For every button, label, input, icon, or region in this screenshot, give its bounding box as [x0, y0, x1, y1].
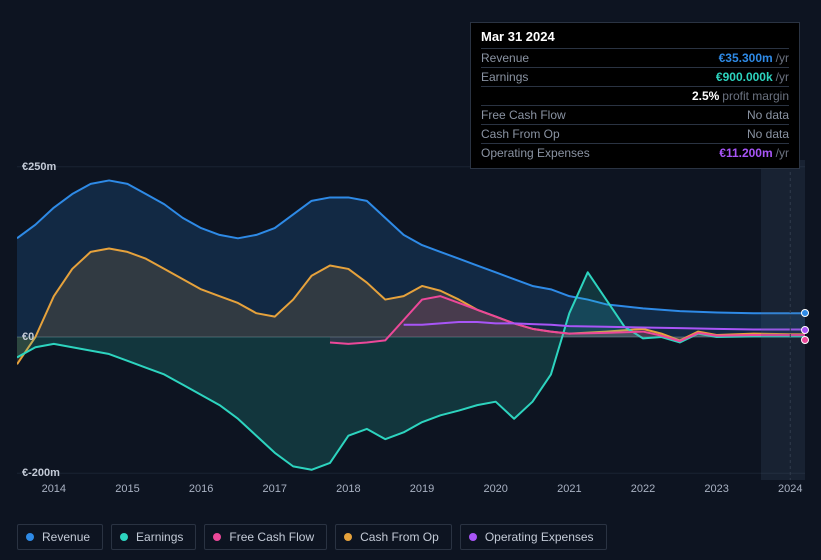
tooltip-body: Revenue €35.300m/yr Earnings €900.000k/yr 2.…	[481, 48, 789, 162]
x-axis-labels: 2014 2015 2016 2017 2018 2019 2020 2021 2022 2023…	[17, 483, 805, 503]
tooltip-date: Mar 31 2024	[481, 29, 789, 48]
tooltip-row-value: €35.300m/yr	[719, 51, 789, 65]
legend-item-opex[interactable]: Operating Expenses	[460, 524, 607, 550]
tooltip-row-value: €900.000k/yr	[716, 70, 789, 84]
x-axis-label: 2021	[557, 483, 581, 495]
x-axis-label: 2019	[410, 483, 434, 495]
tooltip-row-value: No data	[747, 108, 789, 122]
hover-tooltip: Mar 31 2024 Revenue €35.300m/yr Earnings €9…	[470, 22, 800, 169]
legend-item-earnings[interactable]: Earnings	[111, 524, 196, 550]
legend-dot-icon	[26, 533, 34, 541]
legend-dot-icon	[120, 533, 128, 541]
legend-item-label: Operating Expenses	[485, 530, 594, 544]
y-axis-label: €250m	[17, 161, 56, 173]
tooltip-row-label: Earnings	[481, 70, 528, 84]
x-axis-label: 2015	[115, 483, 139, 495]
x-axis-label: 2020	[483, 483, 507, 495]
x-axis-label: 2018	[336, 483, 360, 495]
tooltip-row-value: €11.200m/yr	[719, 146, 789, 160]
tooltip-row-label: Free Cash Flow	[481, 108, 566, 122]
legend-dot-icon	[469, 533, 477, 541]
legend-item-fcf[interactable]: Free Cash Flow	[204, 524, 327, 550]
legend-item-label: Cash From Op	[360, 530, 439, 544]
chart-svg	[17, 160, 805, 480]
tooltip-row: Free Cash Flow No data	[481, 105, 789, 124]
legend-item-cfo[interactable]: Cash From Op	[335, 524, 452, 550]
legend-item-revenue[interactable]: Revenue	[17, 524, 103, 550]
series-end-dot	[801, 336, 809, 344]
y-axis-label: €0	[17, 331, 34, 343]
legend-dot-icon	[213, 533, 221, 541]
legend-item-label: Free Cash Flow	[229, 530, 314, 544]
tooltip-row-label: Operating Expenses	[481, 146, 590, 160]
tooltip-row-value: No data	[747, 127, 789, 141]
series-end-dot	[801, 326, 809, 334]
tooltip-row: Cash From Op No data	[481, 124, 789, 143]
x-axis-label: 2016	[189, 483, 213, 495]
tooltip-row: Operating Expenses €11.200m/yr	[481, 143, 789, 162]
tooltip-row: Revenue €35.300m/yr	[481, 48, 789, 67]
tooltip-subrow: 2.5%profit margin	[481, 86, 789, 105]
tooltip-row: Earnings €900.000k/yr	[481, 67, 789, 86]
series-end-dot	[801, 309, 809, 317]
chart-legend: Revenue Earnings Free Cash Flow Cash From O…	[17, 524, 607, 550]
y-axis-label: €-200m	[17, 467, 60, 479]
legend-dot-icon	[344, 533, 352, 541]
x-axis-label: 2017	[263, 483, 287, 495]
x-axis-label: 2024	[778, 483, 802, 495]
x-axis-label: 2023	[704, 483, 728, 495]
chart-plot-area: €250m €0 €-200m	[17, 160, 805, 500]
tooltip-row-label: Revenue	[481, 51, 529, 65]
legend-item-label: Earnings	[136, 530, 183, 544]
legend-item-label: Revenue	[42, 530, 90, 544]
forecast-band	[761, 160, 805, 480]
x-axis-label: 2022	[631, 483, 655, 495]
x-axis-label: 2014	[42, 483, 66, 495]
tooltip-row-label: Cash From Op	[481, 127, 560, 141]
